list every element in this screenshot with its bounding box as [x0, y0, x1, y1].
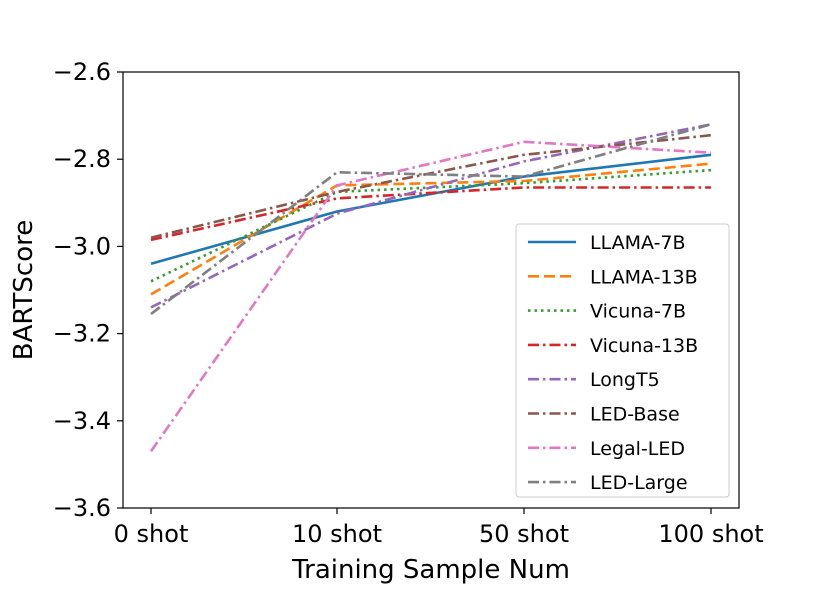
x-tick-label: 0 shot [114, 520, 189, 548]
x-tick-label: 100 shot [658, 520, 763, 548]
legend-frame [515, 223, 730, 498]
x-axis-label: Training Sample Num [291, 555, 570, 585]
series-line-vicuna-13b [150, 186, 711, 242]
y-tick-label: −3.6 [53, 494, 111, 522]
series-line-led-large [150, 123, 712, 316]
plot-frame [122, 71, 740, 509]
legend-label: Legal-LED [590, 438, 685, 460]
series-line-legal-led [149, 140, 712, 453]
y-tick-label: −2.8 [53, 145, 111, 173]
y-tick-label: −3.4 [53, 407, 111, 435]
x-tick-label: 10 shot [292, 520, 382, 548]
legend-label: LongT5 [590, 369, 660, 391]
series-layer [149, 123, 712, 453]
legend: LLAMA-7B LLAMA-13B Vicuna-7B Vicuna-13B Long… [515, 223, 730, 498]
y-tick-label: −2.6 [53, 58, 111, 86]
x-tick-label: 50 shot [479, 520, 569, 548]
y-axis-label: BARTScore [9, 220, 39, 361]
legend-label: LED-Large [590, 472, 688, 494]
legend-label: LED-Base [590, 404, 680, 426]
legend-label: LLAMA-13B [590, 266, 698, 288]
y-tick-label: −3.2 [53, 320, 111, 348]
x-axis: 0 shot 10 shot 50 shot 100 shot [114, 508, 764, 548]
legend-label: LLAMA-7B [590, 232, 686, 254]
legend-label: Vicuna-13B [590, 335, 698, 357]
y-axis: −2.6 −2.8 −3.0 −3.2 −3.4 −3.6 [53, 58, 123, 522]
legend-label: Vicuna-7B [590, 301, 686, 323]
series-line-longt5 [150, 123, 712, 309]
series-line-llama-13b [150, 162, 712, 296]
y-tick-label: −3.0 [53, 232, 111, 260]
